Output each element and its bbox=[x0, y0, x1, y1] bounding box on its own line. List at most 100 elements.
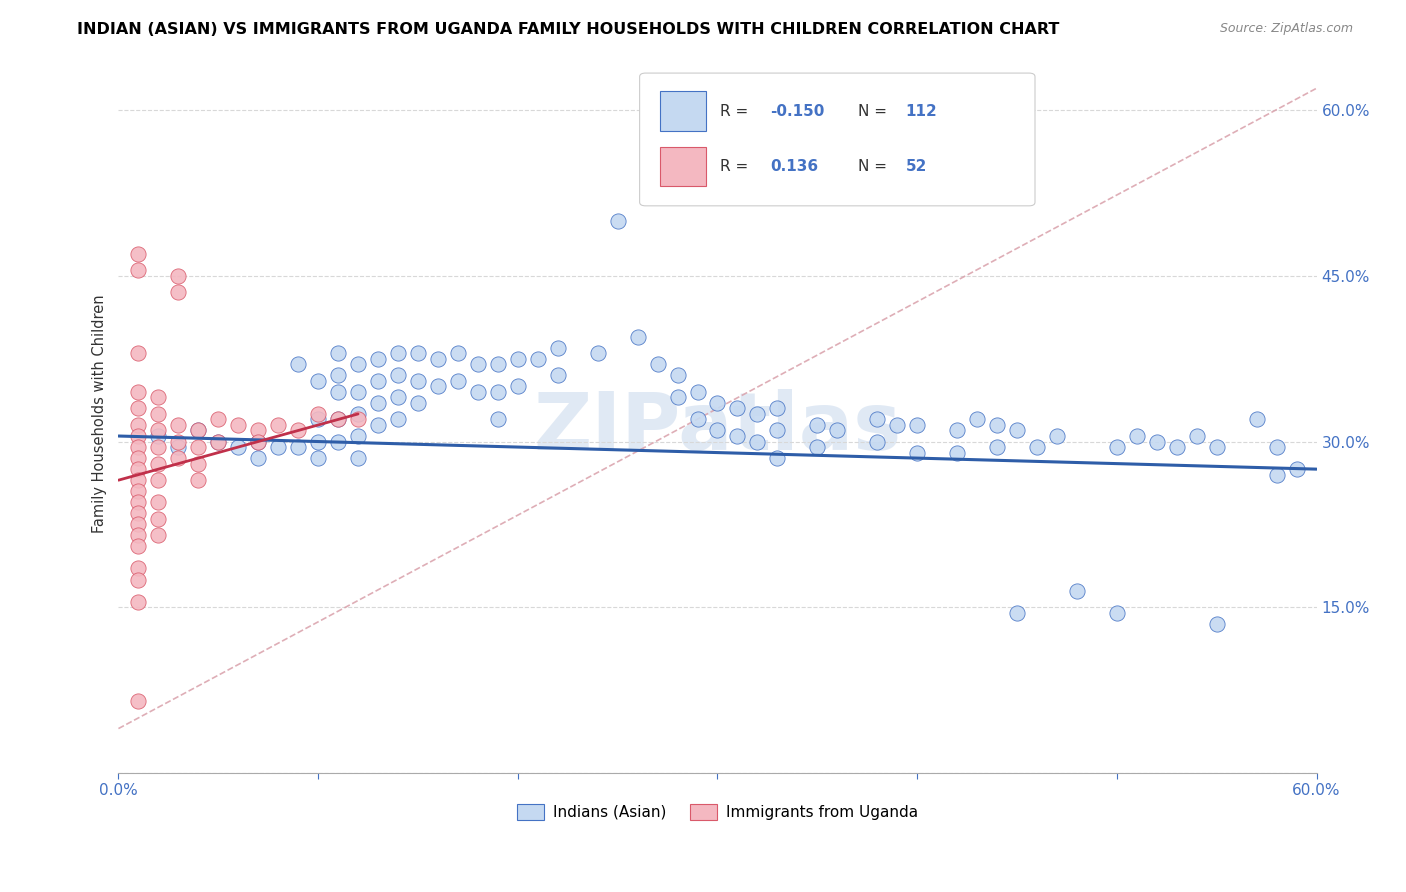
Point bbox=[486, 357, 509, 371]
Point bbox=[148, 528, 170, 542]
Point bbox=[127, 484, 149, 499]
Point bbox=[247, 434, 270, 449]
Point bbox=[905, 445, 928, 459]
Text: N =: N = bbox=[858, 103, 891, 119]
Point bbox=[766, 401, 789, 416]
Bar bbox=[659, 91, 706, 131]
Text: -0.150: -0.150 bbox=[770, 103, 824, 119]
Point bbox=[148, 457, 170, 471]
Point bbox=[647, 357, 669, 371]
Text: 52: 52 bbox=[905, 159, 927, 174]
Point bbox=[148, 407, 170, 421]
Point bbox=[187, 424, 209, 438]
Point bbox=[167, 451, 190, 466]
Point bbox=[766, 451, 789, 466]
Point bbox=[127, 473, 149, 487]
Point bbox=[127, 429, 149, 443]
Point bbox=[966, 412, 988, 426]
Point bbox=[946, 424, 969, 438]
Point bbox=[127, 506, 149, 520]
Point bbox=[526, 351, 548, 366]
Point bbox=[267, 417, 290, 432]
Point bbox=[905, 417, 928, 432]
Y-axis label: Family Households with Children: Family Households with Children bbox=[93, 294, 107, 533]
Point bbox=[686, 384, 709, 399]
Text: Source: ZipAtlas.com: Source: ZipAtlas.com bbox=[1219, 22, 1353, 36]
Point bbox=[207, 434, 229, 449]
Point bbox=[226, 417, 249, 432]
Point bbox=[886, 417, 908, 432]
Point bbox=[606, 213, 628, 227]
Point bbox=[207, 434, 229, 449]
Point bbox=[247, 424, 270, 438]
Point bbox=[806, 440, 828, 454]
Point bbox=[347, 412, 370, 426]
Point bbox=[347, 451, 370, 466]
Point bbox=[1265, 467, 1288, 482]
Point bbox=[1185, 429, 1208, 443]
Point bbox=[127, 561, 149, 575]
Point bbox=[127, 417, 149, 432]
Point bbox=[426, 379, 449, 393]
Point bbox=[127, 440, 149, 454]
Point bbox=[267, 440, 290, 454]
Point bbox=[766, 424, 789, 438]
Bar bbox=[659, 146, 706, 186]
Point bbox=[1166, 440, 1188, 454]
Point bbox=[187, 440, 209, 454]
Point bbox=[387, 368, 409, 383]
Point bbox=[347, 407, 370, 421]
Point bbox=[127, 594, 149, 608]
Point bbox=[1026, 440, 1049, 454]
Point bbox=[706, 424, 728, 438]
Point bbox=[747, 434, 769, 449]
Point bbox=[127, 346, 149, 360]
Point bbox=[148, 440, 170, 454]
Point bbox=[426, 351, 449, 366]
Point bbox=[127, 517, 149, 532]
Point bbox=[127, 694, 149, 708]
Point bbox=[347, 429, 370, 443]
Point bbox=[127, 247, 149, 261]
Point bbox=[127, 528, 149, 542]
Point bbox=[326, 384, 349, 399]
Point bbox=[148, 495, 170, 509]
Point bbox=[946, 445, 969, 459]
Point bbox=[167, 285, 190, 300]
Point bbox=[406, 346, 429, 360]
Point bbox=[148, 512, 170, 526]
Point bbox=[127, 401, 149, 416]
Point bbox=[406, 396, 429, 410]
Point bbox=[1046, 429, 1069, 443]
Point bbox=[347, 357, 370, 371]
Point bbox=[127, 384, 149, 399]
Point bbox=[127, 462, 149, 476]
Point bbox=[127, 263, 149, 277]
Point bbox=[127, 451, 149, 466]
Point bbox=[1005, 606, 1028, 620]
Point bbox=[547, 341, 569, 355]
Point bbox=[486, 384, 509, 399]
Point bbox=[307, 434, 329, 449]
Point bbox=[806, 417, 828, 432]
Point bbox=[486, 412, 509, 426]
Point bbox=[167, 434, 190, 449]
Point bbox=[406, 374, 429, 388]
Point bbox=[307, 374, 329, 388]
Point bbox=[287, 440, 309, 454]
Point bbox=[187, 424, 209, 438]
Point bbox=[307, 407, 329, 421]
Point bbox=[1105, 606, 1128, 620]
Text: R =: R = bbox=[720, 159, 754, 174]
Point bbox=[307, 412, 329, 426]
Point bbox=[367, 374, 389, 388]
Point bbox=[1205, 616, 1227, 631]
Point bbox=[1066, 583, 1088, 598]
Point bbox=[627, 329, 650, 343]
Point bbox=[1005, 424, 1028, 438]
Point bbox=[506, 379, 529, 393]
Point bbox=[247, 451, 270, 466]
Point bbox=[287, 424, 309, 438]
Point bbox=[547, 368, 569, 383]
Text: R =: R = bbox=[720, 103, 754, 119]
